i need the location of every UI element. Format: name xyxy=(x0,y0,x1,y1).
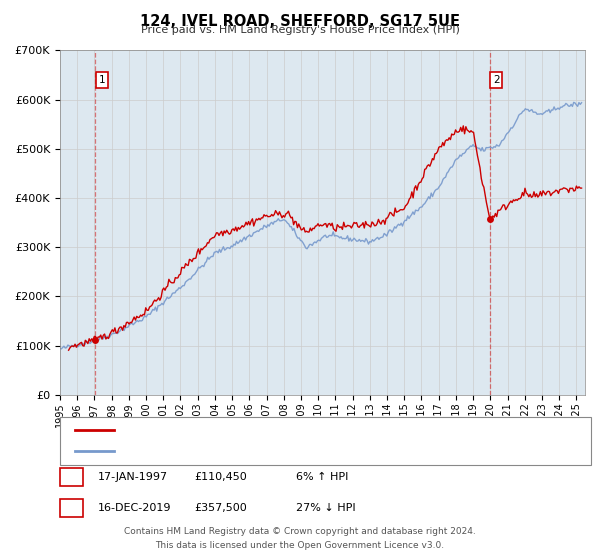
Text: 2: 2 xyxy=(493,75,500,85)
Text: 124, IVEL ROAD, SHEFFORD, SG17 5UE (detached house): 124, IVEL ROAD, SHEFFORD, SG17 5UE (deta… xyxy=(121,424,420,435)
Text: 27% ↓ HPI: 27% ↓ HPI xyxy=(296,503,355,513)
Text: 16-DEC-2019: 16-DEC-2019 xyxy=(98,503,172,513)
Text: Price paid vs. HM Land Registry's House Price Index (HPI): Price paid vs. HM Land Registry's House … xyxy=(140,25,460,35)
Text: 6% ↑ HPI: 6% ↑ HPI xyxy=(296,472,348,482)
Text: This data is licensed under the Open Government Licence v3.0.: This data is licensed under the Open Gov… xyxy=(155,541,445,550)
Text: 2: 2 xyxy=(68,503,75,513)
Text: HPI: Average price, detached house, Central Bedfordshire: HPI: Average price, detached house, Cent… xyxy=(121,446,422,456)
Text: £357,500: £357,500 xyxy=(194,503,247,513)
Text: 17-JAN-1997: 17-JAN-1997 xyxy=(98,472,168,482)
Text: Contains HM Land Registry data © Crown copyright and database right 2024.: Contains HM Land Registry data © Crown c… xyxy=(124,528,476,536)
Text: 1: 1 xyxy=(98,75,105,85)
Text: £110,450: £110,450 xyxy=(194,472,247,482)
Text: 124, IVEL ROAD, SHEFFORD, SG17 5UE: 124, IVEL ROAD, SHEFFORD, SG17 5UE xyxy=(140,14,460,29)
Text: 1: 1 xyxy=(68,472,75,482)
